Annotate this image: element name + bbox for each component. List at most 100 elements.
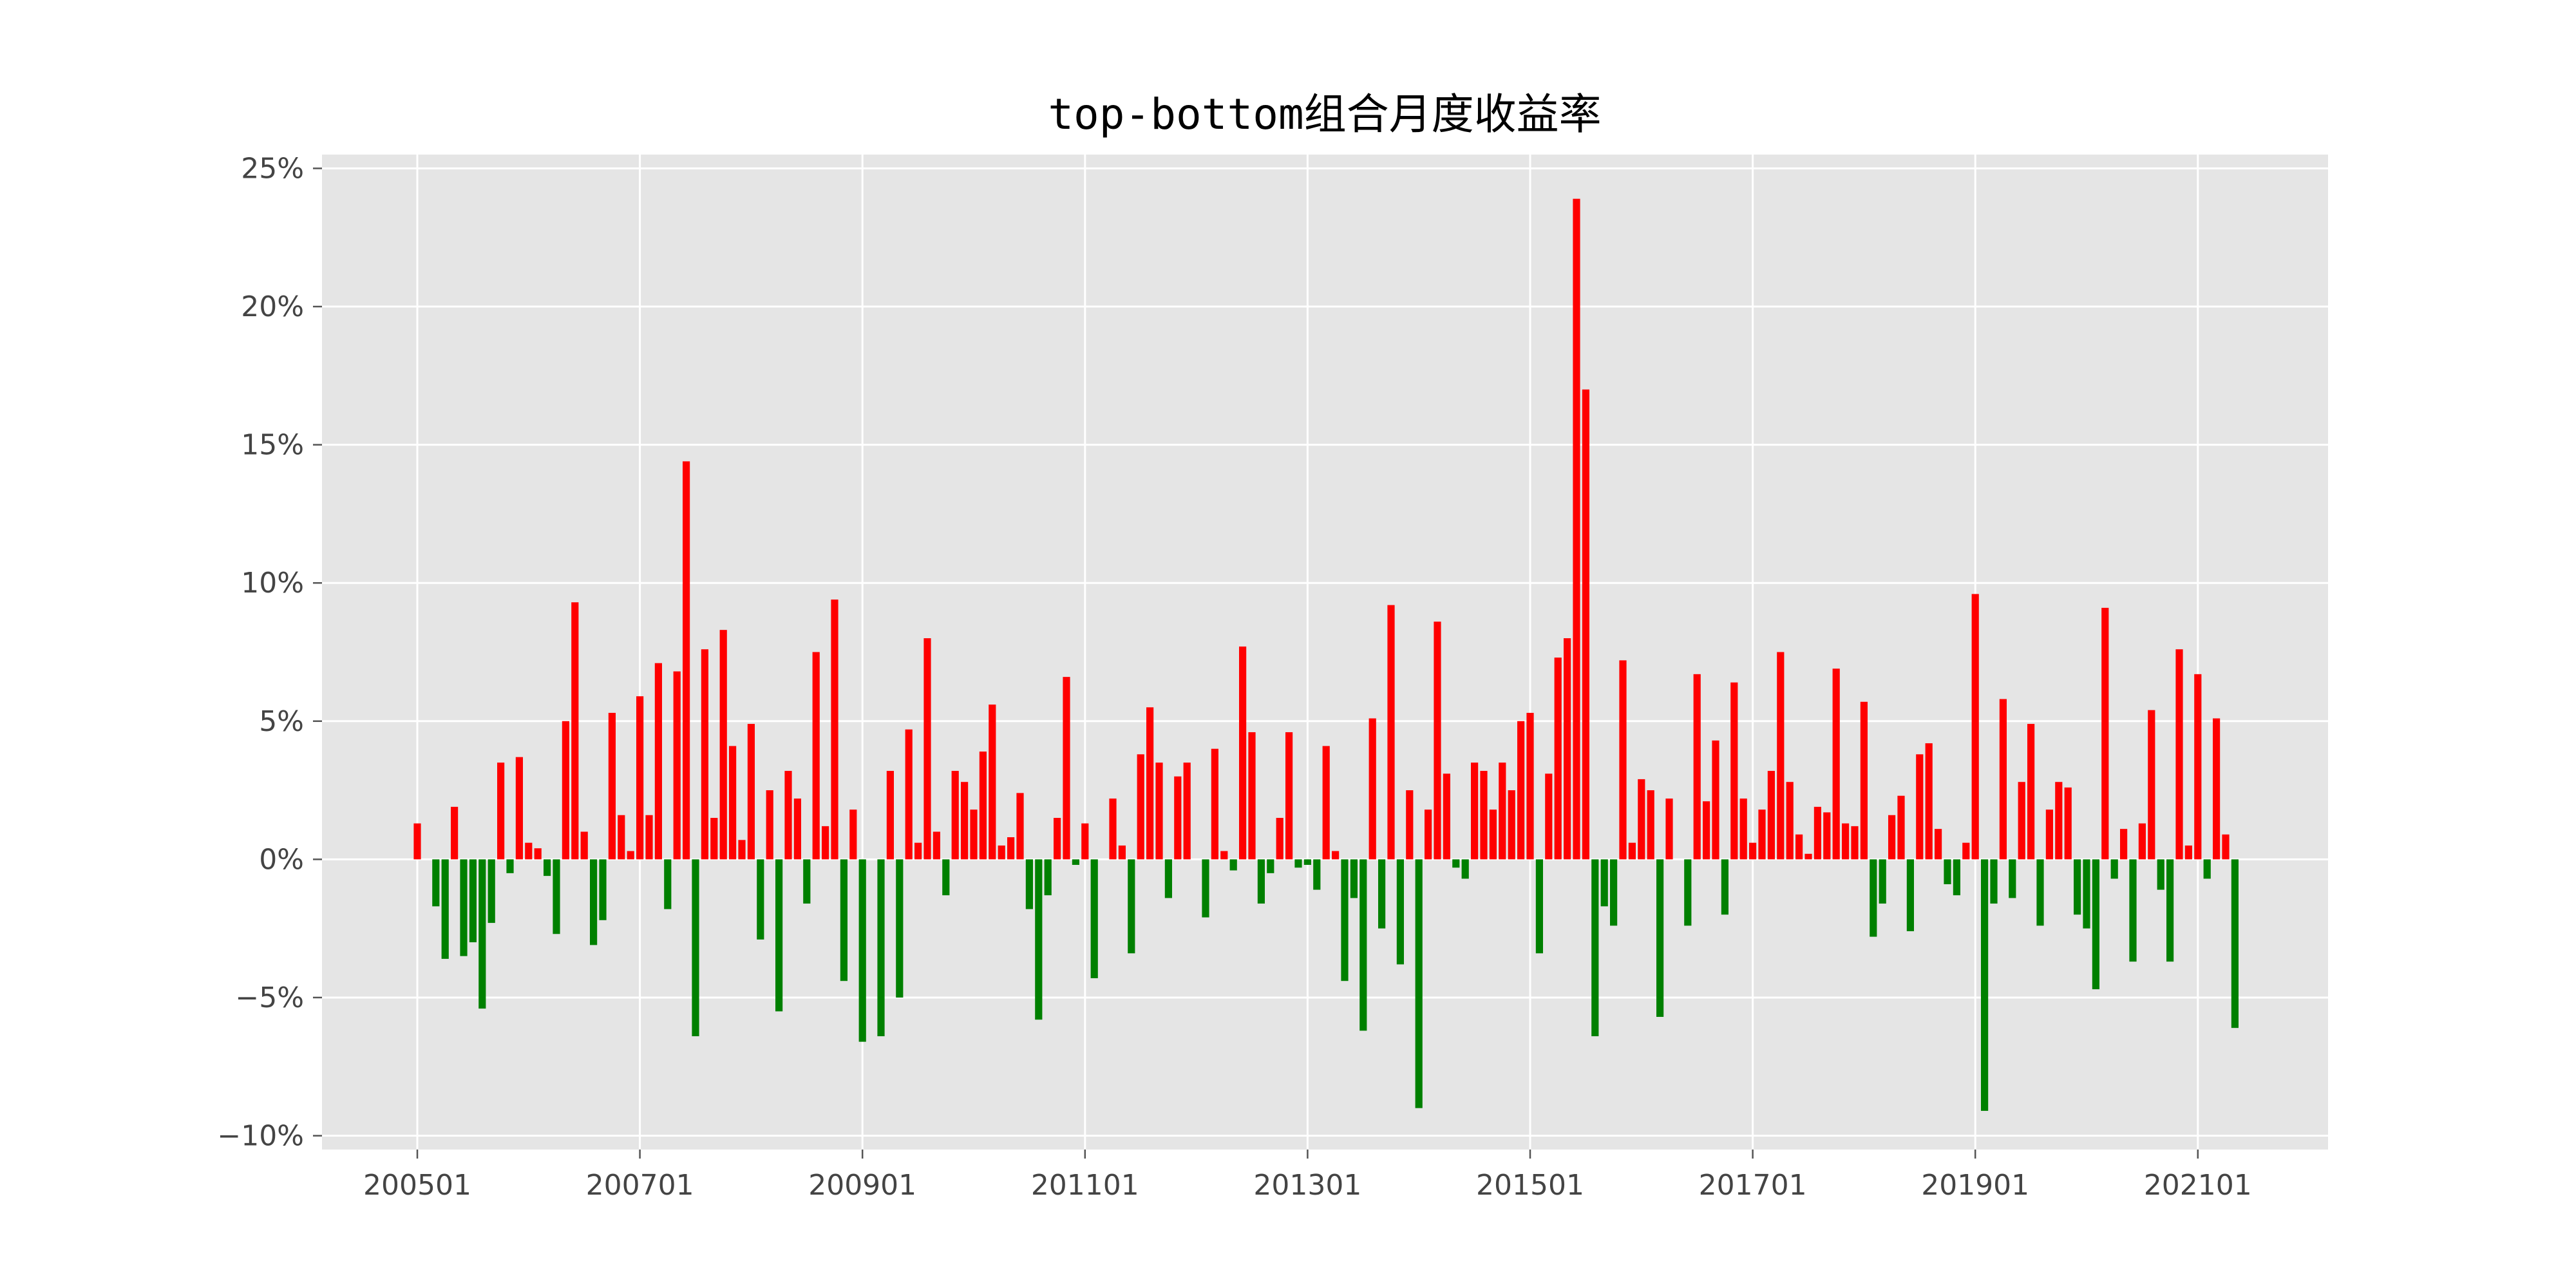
bar-month-28 <box>673 671 681 860</box>
bar-month-79 <box>1146 707 1154 860</box>
bar-month-110 <box>1434 621 1441 860</box>
bar-month-173 <box>2018 782 2025 860</box>
bar-month-19 <box>590 859 598 945</box>
bar-series <box>413 198 2239 1111</box>
bar-month-57 <box>942 859 950 896</box>
bar-month-10 <box>506 859 514 873</box>
bar-month-4 <box>451 806 459 860</box>
bar-month-0 <box>413 823 421 860</box>
bar-month-123 <box>1554 658 1562 860</box>
x-tick-label: 200501 <box>363 1169 471 1202</box>
bar-month-68 <box>1044 859 1052 896</box>
bar-month-3 <box>441 859 449 959</box>
bar-month-77 <box>1128 859 1135 954</box>
bar-month-156 <box>1860 701 1868 860</box>
bar-month-54 <box>914 842 922 860</box>
bar-month-117 <box>1499 762 1506 860</box>
bar-month-169 <box>1981 859 1989 1111</box>
x-tick-label: 201501 <box>1476 1169 1584 1202</box>
bar-month-66 <box>1025 859 1033 909</box>
bar-month-184 <box>2120 829 2128 860</box>
x-axis: 200501 200701 200901 201101 201301 201501 2017… <box>363 1150 2252 1202</box>
bar-month-75 <box>1109 798 1117 860</box>
bar-month-87 <box>1220 851 1228 860</box>
bar-month-121 <box>1535 859 1543 954</box>
bar-month-139 <box>1703 801 1710 860</box>
bar-month-178 <box>2064 787 2072 860</box>
bar-month-191 <box>2184 845 2192 860</box>
bar-month-23 <box>627 851 634 860</box>
bar-month-26 <box>654 663 662 860</box>
bar-month-8 <box>488 859 495 923</box>
bar-month-45 <box>831 599 838 860</box>
bar-month-128 <box>1600 859 1608 907</box>
bar-month-58 <box>951 771 959 860</box>
x-tick-label: 202101 <box>2144 1169 2252 1202</box>
bar-month-131 <box>1628 842 1636 860</box>
bar-month-99 <box>1332 851 1340 860</box>
bar-month-39 <box>775 859 783 1012</box>
bar-month-124 <box>1564 638 1571 860</box>
bar-month-62 <box>989 705 996 860</box>
bar-month-168 <box>1971 594 1979 860</box>
bar-month-82 <box>1174 776 1182 860</box>
bar-month-188 <box>2157 859 2164 890</box>
bar-month-13 <box>534 848 542 860</box>
bar-month-137 <box>1684 859 1692 926</box>
bar-month-83 <box>1183 762 1191 860</box>
bar-month-183 <box>2110 859 2118 879</box>
bar-month-40 <box>784 771 792 860</box>
bar-month-119 <box>1517 721 1525 860</box>
bar-month-29 <box>683 461 690 860</box>
bar-month-134 <box>1656 859 1664 1018</box>
y-tick-label: −5% <box>235 981 304 1014</box>
bar-month-30 <box>692 859 699 1037</box>
bar-month-177 <box>2055 782 2063 860</box>
bar-month-145 <box>1758 810 1766 860</box>
bar-month-24 <box>636 696 644 860</box>
bar-month-96 <box>1303 859 1311 865</box>
bar-month-120 <box>1526 712 1534 860</box>
bar-month-159 <box>1888 815 1896 860</box>
bar-month-162 <box>1916 754 1924 860</box>
bar-month-155 <box>1851 826 1859 860</box>
bar-month-70 <box>1063 677 1070 860</box>
bar-month-11 <box>515 757 523 860</box>
bar-month-67 <box>1035 859 1043 1020</box>
y-tick-label: 0% <box>259 843 304 876</box>
bar-month-18 <box>580 831 588 860</box>
bar-month-63 <box>998 845 1005 860</box>
bar-month-89 <box>1239 646 1247 860</box>
bar-month-20 <box>599 859 607 920</box>
bar-month-27 <box>664 859 672 909</box>
x-tick-label: 200701 <box>586 1169 694 1202</box>
bar-month-91 <box>1257 859 1265 904</box>
bar-month-111 <box>1443 773 1450 860</box>
bar-month-147 <box>1777 652 1785 860</box>
bar-month-127 <box>1591 859 1599 1037</box>
bar-month-149 <box>1795 834 1803 860</box>
bar-month-167 <box>1962 842 1970 860</box>
bar-month-161 <box>1906 859 1914 931</box>
bar-month-7 <box>478 859 486 1009</box>
bar-month-92 <box>1267 859 1274 873</box>
bar-month-31 <box>701 649 708 860</box>
bar-month-105 <box>1387 605 1395 860</box>
plot-area-background <box>322 155 2328 1150</box>
bar-month-101 <box>1350 859 1358 898</box>
bar-month-194 <box>2213 718 2221 860</box>
bar-month-17 <box>571 602 579 860</box>
bar-month-130 <box>1619 660 1627 860</box>
bar-month-181 <box>2092 859 2099 990</box>
bar-month-15 <box>553 859 560 934</box>
bar-month-106 <box>1396 859 1404 965</box>
bar-month-32 <box>710 818 718 860</box>
bar-month-144 <box>1749 842 1757 860</box>
bar-month-135 <box>1665 798 1673 860</box>
x-tick-label: 201301 <box>1253 1169 1361 1202</box>
bar-month-154 <box>1842 823 1850 860</box>
bar-month-138 <box>1693 674 1701 860</box>
bar-month-132 <box>1638 779 1645 860</box>
bar-month-71 <box>1072 859 1079 865</box>
bar-month-113 <box>1461 859 1469 879</box>
